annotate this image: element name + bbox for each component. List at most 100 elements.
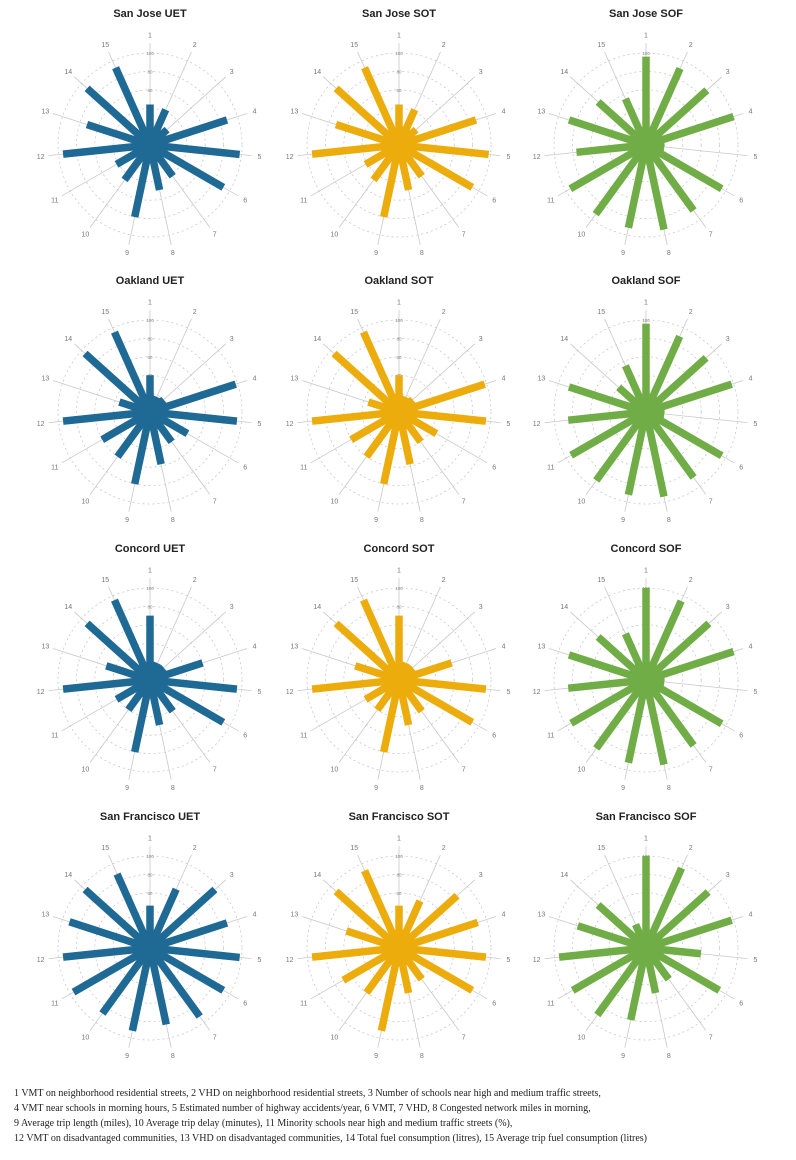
axis-label: 10 [81,498,89,505]
grid-ring [57,319,243,505]
radial-bar [128,947,154,1032]
axis-label: 12 [286,689,294,696]
axis-label: 1 [397,836,401,843]
axis-label: 1 [397,33,401,40]
axis-label: 13 [290,376,298,383]
axis-label: 14 [560,69,568,76]
grid-ring [57,855,243,1041]
radial-bar [311,676,400,693]
axis-label: 4 [749,109,753,116]
radial-bar-chart: 12345678910111213141520406080100 [533,33,758,258]
axis-label: 15 [101,845,109,852]
grid-ring [361,374,437,450]
axis-label: 13 [290,644,298,651]
radial-bar [84,85,153,148]
axis-spoke [398,318,441,413]
radial-bar [146,887,180,950]
radial-bar [624,679,650,764]
axis-label: 5 [257,957,261,964]
axis-label: 15 [597,42,605,49]
axis-label: 5 [753,689,757,696]
radial-bar [377,947,403,1032]
radial-chart-panel: Oakland SOF12345678910111213141520406080… [521,275,771,535]
axis-label: 12 [533,421,541,428]
radial-bar [568,141,648,192]
radial-bar [380,411,403,485]
axis-label: 6 [243,1001,247,1008]
axis-label: 2 [193,42,197,49]
radial-bar [311,944,400,961]
radial-bar [361,66,403,147]
radial-bar [149,408,238,425]
radial-bar [642,677,697,748]
axis-label: 3 [726,872,730,879]
axis-label: 7 [709,231,713,238]
radial-bar [567,383,648,416]
radial-bar [642,334,684,414]
radial-bar [397,380,486,416]
radial-bar [311,141,400,158]
axis-label: 7 [213,498,217,505]
radial-bar [149,944,241,962]
axis-label: 4 [253,376,257,383]
grid-ring [608,107,684,183]
axis-label: 4 [749,912,753,919]
radial-bar [397,918,479,952]
grid-ring [343,89,455,201]
radial-bar [334,120,401,149]
axis-label: 3 [726,336,730,343]
axis-label: 14 [313,872,321,879]
chart-title: Concord SOT [363,543,435,555]
radial-bar [62,141,151,158]
axis-label: 3 [479,872,483,879]
radial-bar [333,85,402,148]
center-hub [389,670,409,690]
radial-bar [333,620,402,683]
center-hub [389,402,409,422]
radial-bar [644,113,735,149]
axis-label: 1 [397,300,401,307]
footnote-line: 12 VMT on disadvantaged communities, 13 … [14,1133,647,1144]
grid-ring [590,892,702,1004]
radial-bar [341,944,401,984]
axis-label: 7 [462,231,466,238]
axis-label: 2 [689,577,693,584]
axis-label: 8 [667,1053,671,1060]
grid-ring [94,892,206,1004]
grid-ring [343,356,455,468]
axis-label: 5 [257,421,261,428]
axis-label: 10 [577,231,585,238]
ring-value-label: 80 [396,336,402,341]
axis-label: 6 [739,465,743,472]
axis-label: 1 [148,568,152,575]
axis-label: 12 [533,154,541,161]
axis-label: 12 [37,154,45,161]
axis-label: 9 [125,785,129,792]
axis-label: 12 [286,957,294,964]
radial-chart-panel: San Jose SOF1234567891011121314152040608… [521,8,771,268]
axis-label: 2 [442,309,446,316]
radial-bar-chart: 12345678910111213141520406080100 [533,300,758,525]
axis-label: 8 [420,250,424,257]
axis-label: 9 [374,785,378,792]
grid-ring [343,892,455,1004]
axis-label: 7 [213,1034,217,1041]
axis-label: 1 [148,33,152,40]
axis-label: 6 [739,733,743,740]
radial-bar [397,676,475,726]
radial-bar [567,408,647,424]
axis-label: 11 [51,465,58,472]
radial-chart-panel: Oakland UET12345678910111213141520406080… [25,275,275,535]
axis-label: 3 [230,604,234,611]
grid-ring [57,52,243,238]
radial-bar [642,142,697,213]
grid-ring [112,910,188,986]
axis-label: 3 [479,604,483,611]
radial-bar [396,892,460,951]
axis-label: 10 [81,766,89,773]
ring-value-label: 80 [147,336,153,341]
axis-label: 15 [597,577,605,584]
grid-ring [112,642,188,718]
radial-bar [82,886,153,951]
axis-label: 5 [506,154,510,161]
